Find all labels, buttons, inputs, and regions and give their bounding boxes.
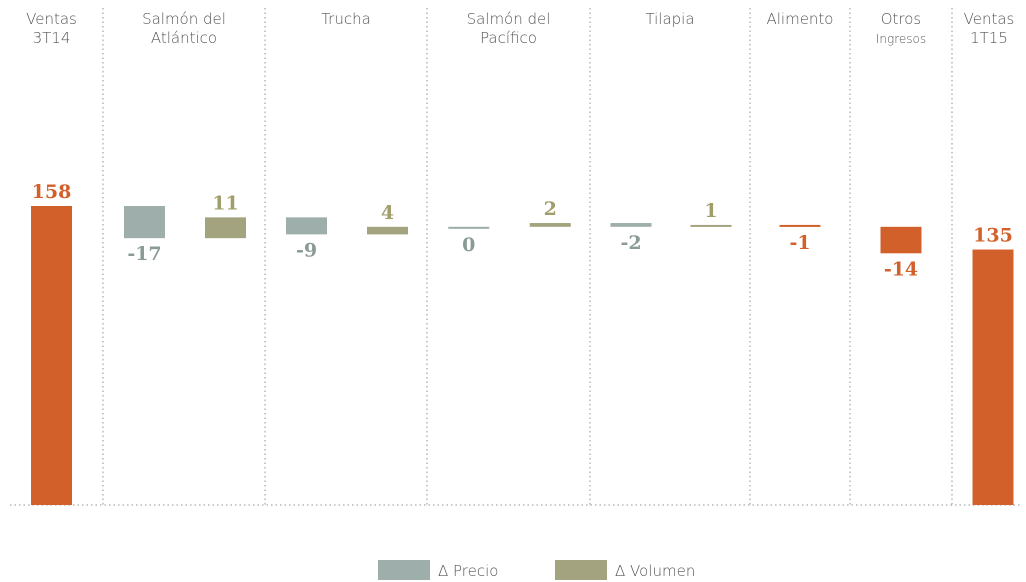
- column-header: Trucha: [321, 10, 371, 28]
- column-header: Salmón del: [142, 10, 226, 28]
- column-header: Pacífico: [480, 29, 537, 47]
- bar: [779, 224, 821, 227]
- column-header: Ventas: [26, 10, 77, 28]
- column-header: 3T14: [33, 29, 71, 47]
- column-header: Atlántico: [151, 29, 217, 47]
- column-header: Ventas: [964, 10, 1015, 28]
- bar: [286, 217, 327, 235]
- bar: [124, 206, 165, 239]
- value-label: 135: [973, 225, 1013, 247]
- legend-swatch: [378, 560, 430, 580]
- bar: [880, 226, 922, 254]
- value-label: 11: [212, 192, 238, 214]
- value-label: 0: [462, 234, 475, 256]
- value-label: -1: [789, 232, 810, 254]
- bar: [972, 249, 1014, 505]
- legend-swatch: [555, 560, 607, 580]
- bar: [610, 223, 652, 227]
- bar: [448, 226, 490, 229]
- bar: [205, 217, 246, 239]
- column-header: Otros: [881, 10, 922, 28]
- column-header: Alimento: [766, 10, 833, 28]
- column-header: Tilapia: [645, 10, 694, 28]
- column-header: Ingresos: [876, 32, 926, 46]
- legend-label: Δ Volumen: [615, 562, 695, 580]
- value-label: -9: [296, 239, 317, 261]
- bar: [529, 223, 571, 227]
- value-label: 158: [32, 181, 72, 203]
- column-header: 1T15: [970, 29, 1008, 47]
- bar: [367, 226, 408, 235]
- bar: [690, 224, 732, 227]
- value-label: 1: [704, 200, 717, 222]
- value-label: -17: [127, 243, 161, 265]
- value-label: 4: [381, 202, 394, 224]
- value-label: 2: [544, 198, 557, 220]
- value-label: -2: [620, 232, 641, 254]
- column-header: Salmón del: [467, 10, 551, 28]
- bar: [31, 206, 72, 505]
- legend-label: Δ Precio: [438, 562, 498, 580]
- value-label: -14: [884, 258, 918, 280]
